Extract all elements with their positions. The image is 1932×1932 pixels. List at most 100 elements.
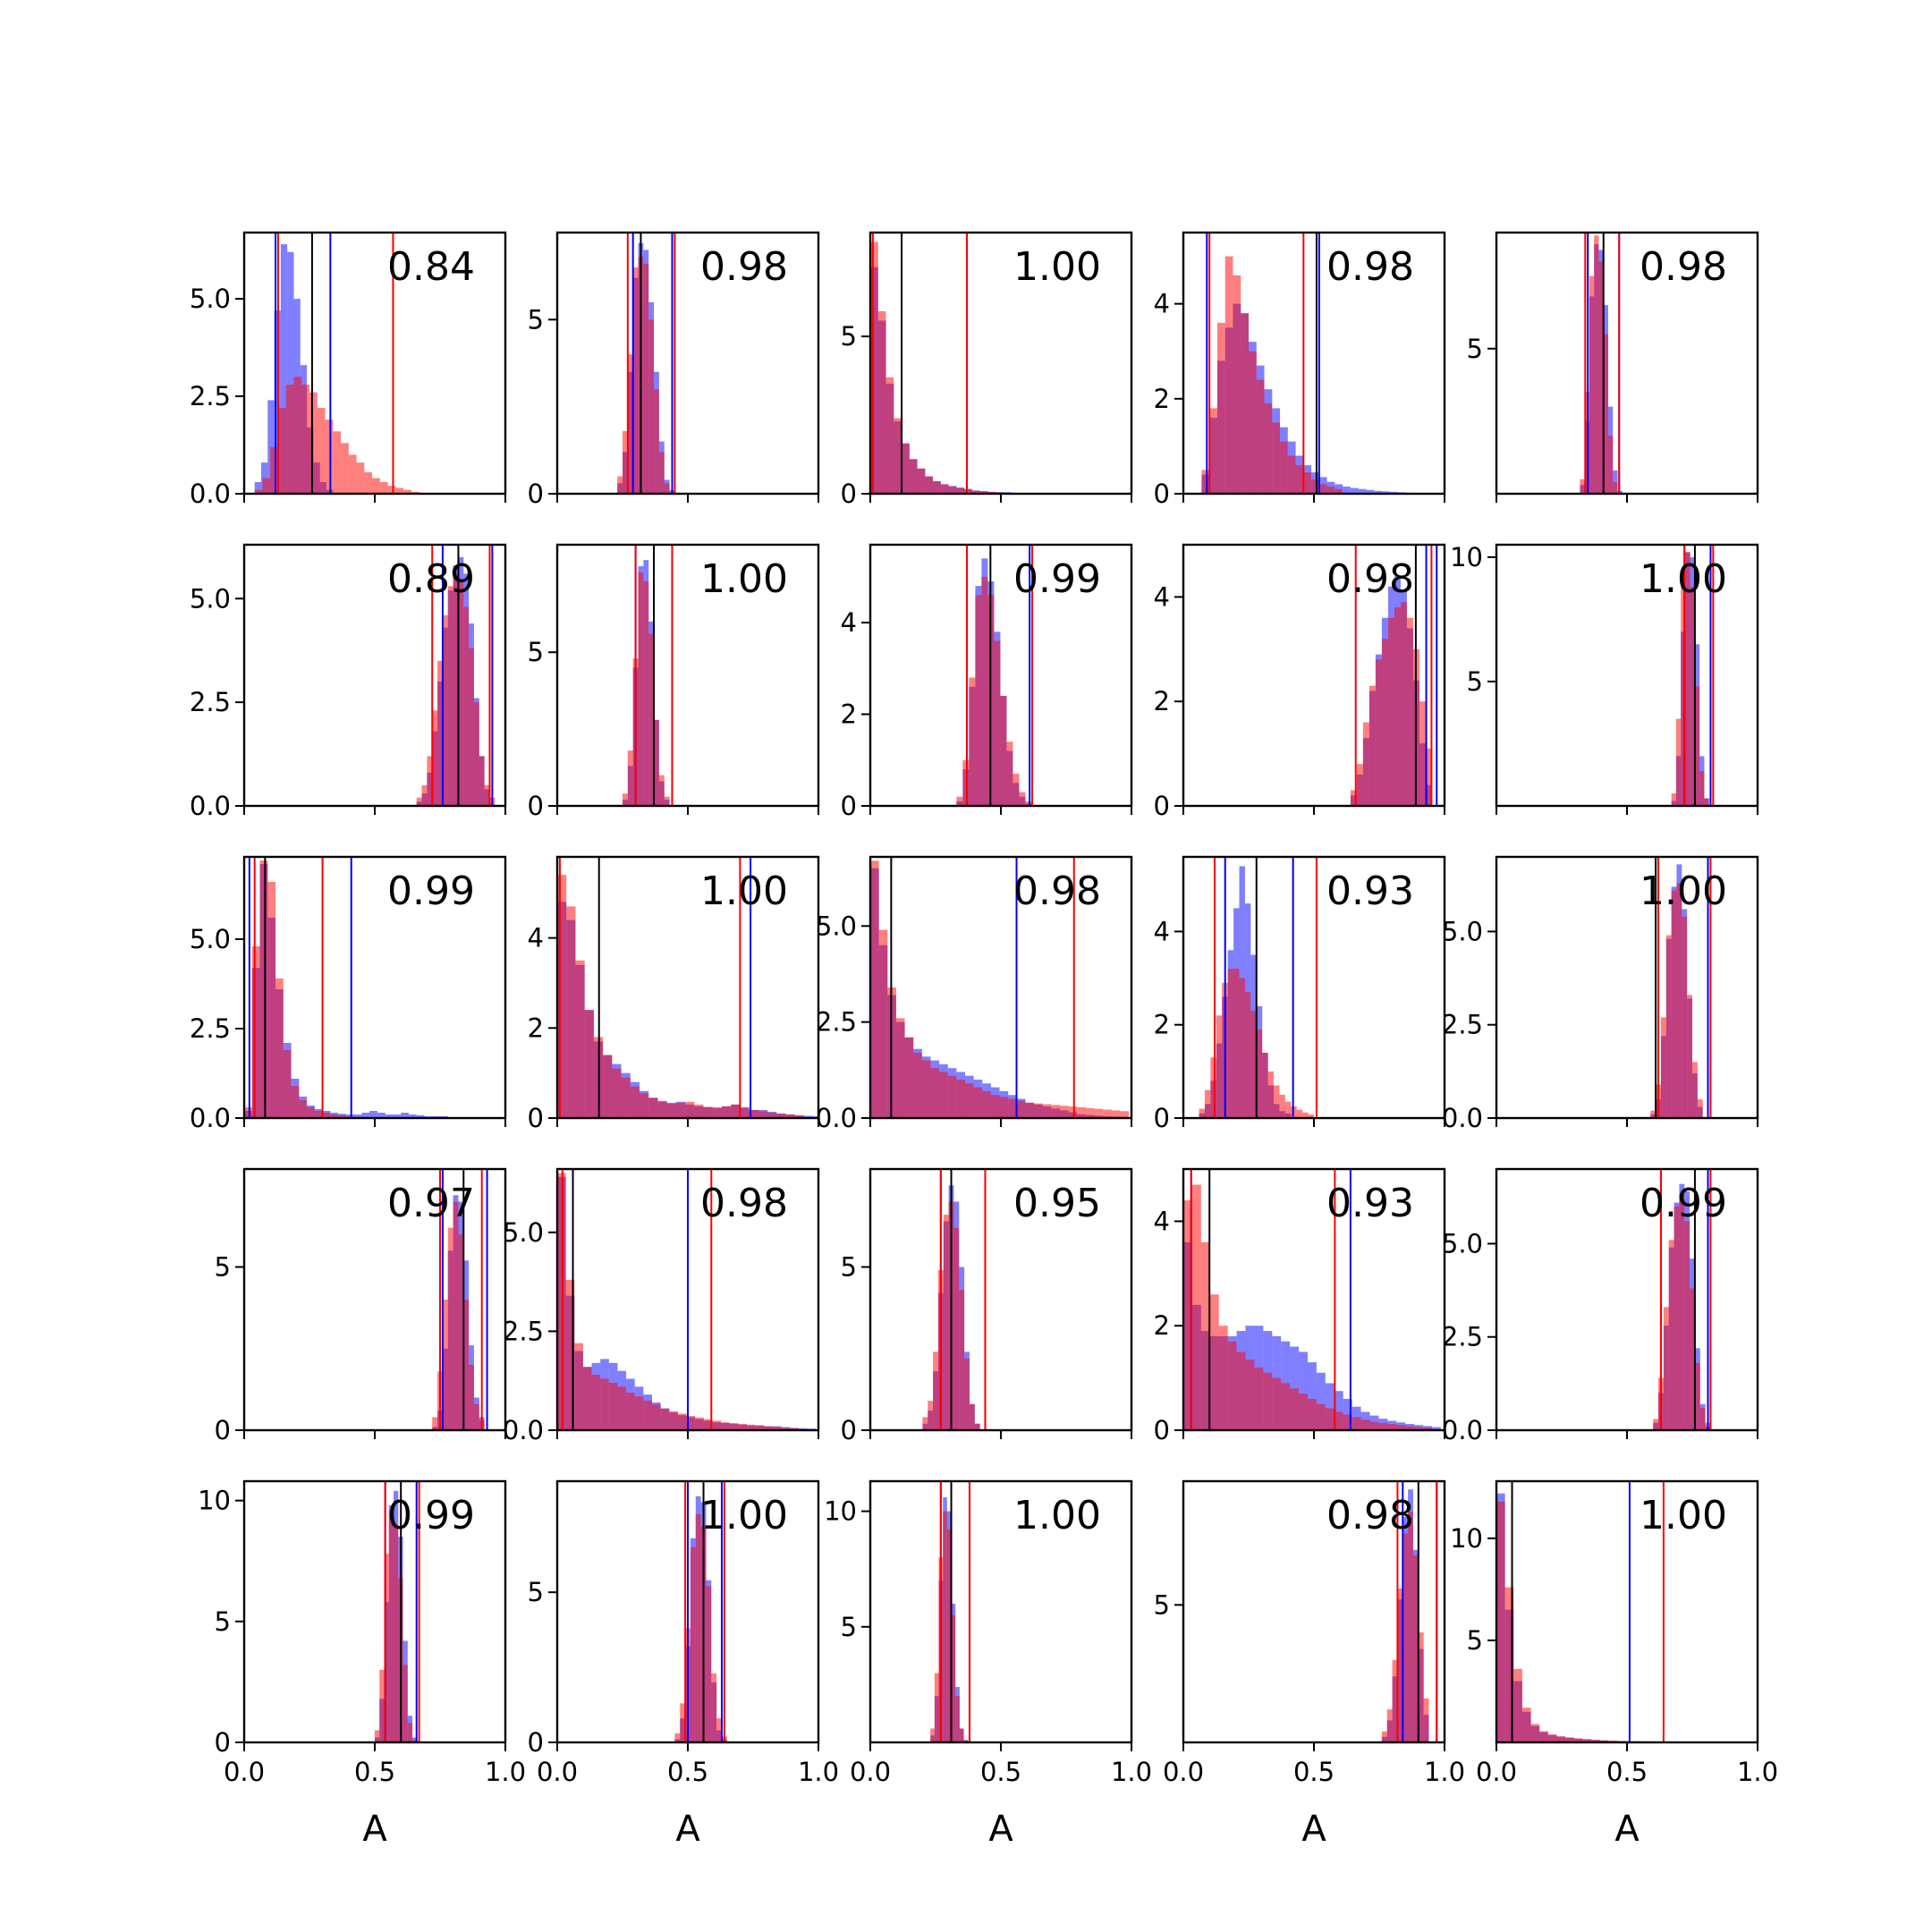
red-histogram-bar <box>1682 916 1688 1118</box>
x-tick-label: 1.0 <box>1737 1757 1778 1787</box>
y-tick-label: 0.0 <box>503 1415 544 1445</box>
red-histogram-bar <box>1051 1105 1060 1118</box>
red-histogram-bar <box>648 633 655 806</box>
blue-histogram-bar <box>385 1114 394 1118</box>
red-histogram-bar <box>427 756 433 806</box>
x-tick-label: 0.5 <box>1606 1757 1648 1787</box>
red-histogram-bar <box>1697 1099 1703 1118</box>
red-histogram-bar <box>338 1114 346 1118</box>
blue-histogram-bar <box>1299 1352 1308 1430</box>
x-axis-label: A <box>675 1809 700 1850</box>
red-histogram-bar <box>557 875 567 1118</box>
blue-histogram-bar <box>1358 488 1367 494</box>
blue-histogram-bar <box>1325 1383 1335 1430</box>
y-tick-label: 5 <box>1467 334 1483 364</box>
y-tick-label: 0 <box>215 1415 231 1445</box>
red-histogram-bar <box>1539 1731 1548 1742</box>
blue-histogram-bar <box>1307 1362 1317 1430</box>
red-histogram-bar <box>1594 235 1599 494</box>
red-histogram-bar <box>1256 1029 1263 1118</box>
red-histogram-bar <box>1694 686 1700 806</box>
red-histogram-bar <box>1233 969 1240 1118</box>
blue-histogram-bar <box>267 400 275 494</box>
red-histogram-bar <box>1396 1425 1406 1430</box>
red-histogram-bar <box>643 1400 652 1430</box>
red-histogram-bar <box>669 1411 678 1430</box>
red-histogram-bar <box>442 1300 448 1430</box>
red-histogram-bar <box>267 882 276 1118</box>
plot-area <box>870 233 1012 494</box>
red-histogram-bar <box>1077 1106 1086 1118</box>
red-histogram-bar <box>1607 436 1614 494</box>
red-histogram-bar <box>463 1300 470 1430</box>
plot-area <box>1199 857 1318 1118</box>
red-histogram-bar <box>1582 1739 1591 1742</box>
plot-area <box>870 857 1130 1118</box>
red-histogram-bar <box>262 478 271 494</box>
red-histogram-bar <box>974 1423 980 1430</box>
blue-histogram-bar <box>287 251 294 494</box>
red-histogram-bar <box>1281 1383 1291 1430</box>
red-histogram-bar <box>758 1111 768 1118</box>
y-tick-label: 5 <box>841 1612 857 1642</box>
histogram-panel-5-2: 0 5 0.0 0.5 1.0 1.00 A <box>528 1479 839 1850</box>
red-histogram-bar <box>627 750 633 806</box>
red-histogram-bar <box>1418 1632 1424 1742</box>
red-histogram-bar <box>432 710 438 806</box>
red-histogram-bar <box>1244 992 1251 1118</box>
red-histogram-bar <box>1256 379 1265 494</box>
red-histogram-bar <box>1183 1200 1192 1430</box>
red-histogram-bar <box>1201 470 1210 494</box>
red-histogram-bar <box>458 581 464 806</box>
red-histogram-bar <box>442 614 448 806</box>
red-histogram-bar <box>706 1586 712 1742</box>
correlation-annotation: 1.00 <box>1013 1493 1101 1538</box>
red-histogram-bar <box>1111 1110 1121 1118</box>
red-histogram-bar <box>1335 488 1343 494</box>
red-histogram-bar <box>785 1114 795 1118</box>
red-histogram-bar <box>1598 261 1604 494</box>
red-histogram-bar <box>254 489 263 494</box>
plot-area <box>617 233 676 494</box>
histogram-panel-3-1: 0.0 2.5 5.0 0.99 <box>190 855 507 1133</box>
correlation-annotation: 1.00 <box>700 869 788 914</box>
red-histogram-bar <box>1249 351 1257 494</box>
red-histogram-bar <box>1334 1411 1343 1430</box>
red-histogram-bar <box>895 1018 905 1118</box>
blue-histogram-bar <box>408 1114 417 1118</box>
red-histogram-bar <box>1343 1414 1352 1430</box>
red-histogram-bar <box>1681 587 1686 806</box>
blue-histogram-bar <box>1334 1391 1343 1430</box>
red-histogram-bar <box>721 1422 730 1430</box>
red-histogram-bar <box>1311 479 1319 494</box>
x-tick-label: 0.0 <box>1163 1757 1204 1787</box>
red-histogram-bar <box>660 1408 670 1430</box>
red-histogram-bar <box>946 1530 952 1742</box>
plot-area <box>375 1481 420 1742</box>
red-histogram-bar <box>1386 1709 1393 1742</box>
red-histogram-bar <box>1233 275 1241 494</box>
red-histogram-bar <box>432 1417 438 1430</box>
red-histogram-bar <box>565 1279 575 1430</box>
red-histogram-bar <box>1419 701 1426 806</box>
y-tick-label: 2 <box>1154 1010 1170 1040</box>
red-histogram-bar <box>1280 441 1288 494</box>
red-histogram-bar <box>947 1075 957 1118</box>
red-histogram-bar <box>658 452 665 494</box>
red-histogram-bar <box>317 408 326 494</box>
plot-area <box>254 233 419 494</box>
y-tick-label: 10 <box>1450 1523 1483 1554</box>
red-histogram-bar <box>1290 1388 1300 1430</box>
red-histogram-bar <box>917 468 926 494</box>
red-histogram-bar <box>251 946 260 1118</box>
plot-area <box>1580 233 1623 494</box>
correlation-annotation: 0.98 <box>1640 244 1727 290</box>
red-histogram-bar <box>934 1673 939 1742</box>
red-histogram-bar <box>1671 890 1677 1118</box>
red-histogram-bar <box>981 576 988 806</box>
red-histogram-bar <box>959 1290 965 1430</box>
red-histogram-bar <box>623 430 628 494</box>
red-histogram-bar <box>1287 455 1296 494</box>
blue-histogram-bar <box>1350 487 1359 494</box>
red-histogram-bar <box>469 1365 474 1430</box>
